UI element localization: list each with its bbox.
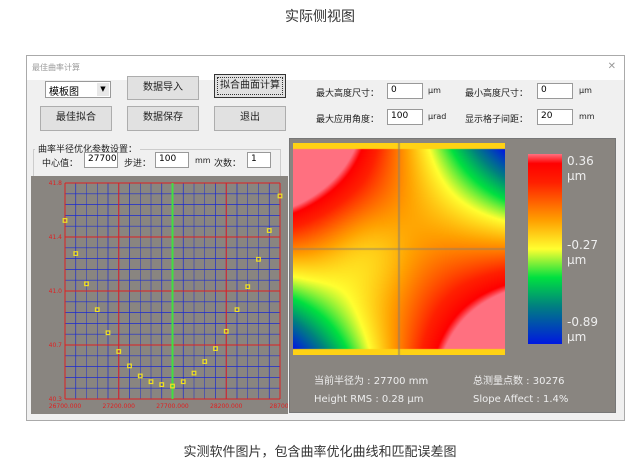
data-point <box>245 284 251 290</box>
min-height-input[interactable]: 0 <box>537 83 573 99</box>
colorbar-max-unit: μm <box>567 169 587 183</box>
colorbar-max-label: 0.36 <box>567 154 594 168</box>
data-point <box>256 256 261 262</box>
step-input[interactable]: 100 <box>155 152 189 168</box>
step-label: 步进： <box>124 159 152 169</box>
step-unit: mm <box>195 156 211 165</box>
grid-spacing-input[interactable]: 20 <box>537 109 573 125</box>
height-rms: Height RMS : 0.28 μm <box>314 394 424 405</box>
error-map-panel: 0.36 μm -0.27 μm -0.89 μm 当前半径为 : 27700 … <box>289 138 616 413</box>
colorbar-min-unit: μm <box>567 330 587 344</box>
curvature-plot-panel: 41.8 26700.000 41.4 27200.000 41.0 27700.000 4… <box>31 176 291 414</box>
slope-affect: Slope Affect : 1.4% <box>473 394 569 405</box>
data-point <box>277 193 283 199</box>
data-point <box>116 349 122 354</box>
x-tick-label: 28200.000 <box>210 403 243 410</box>
data-point <box>213 346 218 352</box>
center-input[interactable]: 27700 <box>84 152 118 168</box>
data-point <box>94 307 100 313</box>
x-tick-label: 27200.000 <box>103 403 136 410</box>
y-tick-label: 40.7 <box>49 342 63 349</box>
min-height-label: 最小高度尺寸： <box>465 89 529 99</box>
close-icon[interactable]: ✕ <box>607 61 616 72</box>
max-angle-label: 最大应用角度： <box>316 115 380 125</box>
data-point <box>191 370 197 376</box>
colorbar-mid-unit: μm <box>567 253 587 267</box>
data-point <box>223 328 229 334</box>
data-point <box>137 373 143 379</box>
bottom-caption: 实测软件图片，包含曲率优化曲线和匹配误差图 <box>183 445 457 460</box>
data-point <box>180 379 186 385</box>
data-point <box>148 379 154 385</box>
max-height-label: 最大高度尺寸： <box>316 89 380 99</box>
x-tick-label: 27700.000 <box>156 403 189 410</box>
data-point <box>266 228 272 233</box>
data-point <box>84 281 89 287</box>
y-tick-label: 41.0 <box>49 288 63 295</box>
colorbar <box>528 154 562 344</box>
save-button[interactable]: 数据保存 <box>127 106 199 131</box>
data-point <box>73 251 79 256</box>
best-fit-button[interactable]: 最佳拟合 <box>40 106 112 131</box>
data-point <box>234 307 240 313</box>
data-point <box>62 218 68 223</box>
exit-button[interactable]: 退出 <box>214 106 286 131</box>
template-select[interactable]: 模板图 ▼ <box>45 81 111 98</box>
data-point <box>127 363 132 369</box>
colorbar-mid-label: -0.27 <box>567 238 599 252</box>
data-point <box>202 359 208 364</box>
max-height-unit: μm <box>428 86 441 95</box>
max-angle-input[interactable]: 100 <box>387 109 423 125</box>
x-tick-label: 28700. <box>270 403 289 410</box>
x-tick-label: 26700.000 <box>49 403 82 410</box>
y-tick-label: 40.3 <box>49 396 63 403</box>
y-tick-label: 41.4 <box>49 234 63 241</box>
colorbar-min-label: -0.89 <box>567 315 599 329</box>
count-label: 次数： <box>214 159 242 169</box>
data-point <box>170 383 175 389</box>
error-heatmap <box>293 143 505 355</box>
count-input[interactable]: 1 <box>247 152 271 168</box>
import-button[interactable]: 数据导入 <box>127 76 199 100</box>
window-title: 最佳曲率计算 <box>32 63 80 72</box>
fit-compute-button[interactable]: 拟合曲面计算 <box>214 74 286 98</box>
current-radius: 当前半径为 : 27700 mm <box>314 376 429 387</box>
min-height-unit: μm <box>579 86 592 95</box>
data-point <box>105 330 111 336</box>
y-tick-label: 41.8 <box>49 180 63 187</box>
template-select-value: 模板图 <box>49 87 79 98</box>
top-caption: 实际侧视图 <box>285 9 355 25</box>
grid-spacing-unit: mm <box>579 112 595 121</box>
optimization-group-title: 曲率半径优化参数设置： <box>35 142 141 155</box>
best-curvature-window: 最佳曲率计算 ✕ 模板图 ▼ 数据导入 拟合曲面计算 最佳拟合 数据保存 退出 … <box>26 55 625 421</box>
max-angle-unit: μrad <box>428 112 447 121</box>
max-height-input[interactable]: 0 <box>387 83 423 99</box>
grid-spacing-label: 显示格子间距： <box>465 115 529 125</box>
center-label: 中心值： <box>42 159 79 169</box>
window-titlebar: 最佳曲率计算 ✕ <box>27 56 624 80</box>
data-point <box>159 382 165 388</box>
point-count: 总测量点数 : 30276 <box>473 376 565 387</box>
curvature-plot: 41.8 26700.000 41.4 27200.000 41.0 27700.000 4… <box>49 180 291 410</box>
chevron-down-icon[interactable]: ▼ <box>97 83 109 96</box>
